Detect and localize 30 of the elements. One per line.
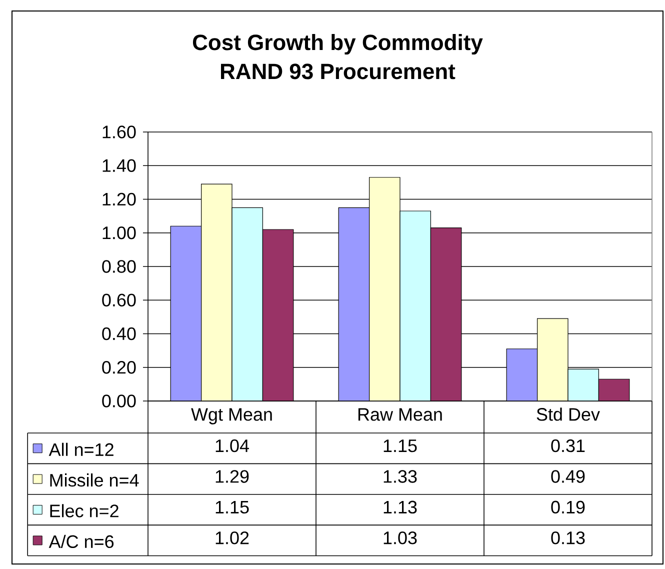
data-label: 0.19 (551, 500, 585, 514)
y-tick-label: 1.20 (102, 192, 136, 206)
data-label: 1.33 (384, 470, 417, 483)
data-label: 1.15 (216, 500, 249, 514)
x-tick-label: Raw Mean (358, 408, 442, 421)
y-tick-label: 0.20 (102, 360, 136, 374)
data-label: 1.15 (384, 440, 417, 452)
y-tick-label: 0.40 (102, 327, 136, 340)
data-label: 0.31 (551, 439, 585, 452)
y-tick-label: 1.60 (102, 126, 136, 138)
data-label: 0.49 (551, 470, 585, 483)
data-label: 0.13 (551, 532, 585, 544)
data-label: 1.03 (384, 532, 417, 544)
x-tick-label: Std Dev (536, 408, 600, 421)
legend-label: Elec n=2 (50, 504, 118, 518)
y-tick-label: 1.00 (102, 226, 136, 240)
y-tick-label: 0.00 (102, 394, 136, 408)
y-tick-label: 1.40 (102, 159, 136, 172)
y-tick-label: 0.60 (102, 294, 136, 306)
y-tick-label: 0.80 (102, 260, 136, 273)
legend-label: All n=12 (48, 442, 114, 456)
chart-subtitle: RAND 93 Procurement (221, 64, 456, 80)
data-label: 1.13 (384, 500, 417, 514)
data-label: 1.04 (216, 439, 249, 452)
legend-label: Missile n=4 (50, 473, 139, 487)
data-label: 1.02 (216, 532, 249, 544)
data-label: 1.29 (216, 470, 249, 483)
x-tick-label: Wgt Mean (191, 408, 272, 424)
chart-title: Cost Growth by Commodity (192, 34, 483, 55)
legend-label: A/C n=6 (48, 534, 114, 548)
